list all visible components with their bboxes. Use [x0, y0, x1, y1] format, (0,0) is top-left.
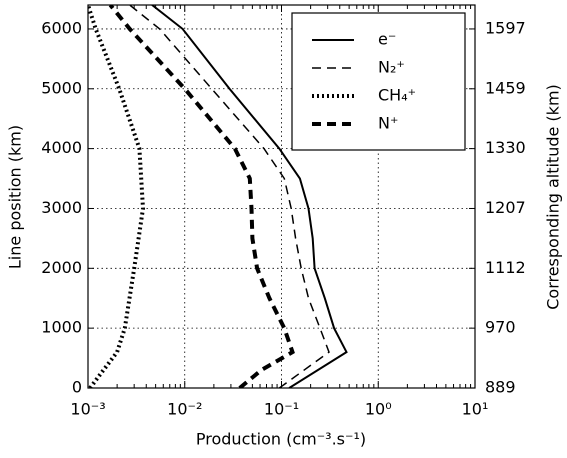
y2-tick-label: 889	[485, 378, 516, 397]
y2-tick-label: 1112	[485, 258, 526, 277]
y2-tick-label: 1597	[485, 18, 526, 37]
legend-label: e⁻	[378, 30, 396, 49]
y2-axis-label: Corresponding altitude (km)	[544, 84, 563, 310]
series-line	[88, 5, 146, 388]
y-tick-label: 5000	[41, 78, 82, 97]
series-line	[151, 5, 348, 388]
y-tick-label: 3000	[41, 198, 82, 217]
x-tick-label: 10⁻²	[167, 400, 202, 419]
y2-tick-label: 970	[485, 318, 516, 337]
plot-frame	[87, 4, 476, 389]
y-tick-label: 6000	[41, 18, 82, 37]
y-tick-label: 0	[72, 378, 82, 397]
legend-label: N⁺	[378, 114, 398, 133]
x-tick-label: 10¹	[462, 400, 489, 419]
legend-label: N₂⁺	[378, 58, 405, 77]
y2-tick-label: 1459	[485, 78, 526, 97]
y-tick-label: 4000	[41, 138, 82, 157]
y2-tick-label: 1330	[485, 138, 526, 157]
series-line	[129, 5, 330, 388]
legend-box	[291, 12, 466, 151]
y-tick-label: 1000	[41, 318, 82, 337]
x-tick-label: 10⁻³	[70, 400, 105, 419]
x-tick-label: 10⁻¹	[264, 400, 299, 419]
x-axis-label: Production (cm⁻³.s⁻¹)	[196, 430, 366, 449]
x-tick-label: 10⁰	[365, 400, 392, 419]
y-tick-label: 2000	[41, 258, 82, 277]
y2-tick-label: 1207	[485, 198, 526, 217]
y-axis-label: Line position (km)	[6, 125, 25, 269]
series-line	[108, 5, 295, 388]
legend-label: CH₄⁺	[378, 86, 416, 105]
